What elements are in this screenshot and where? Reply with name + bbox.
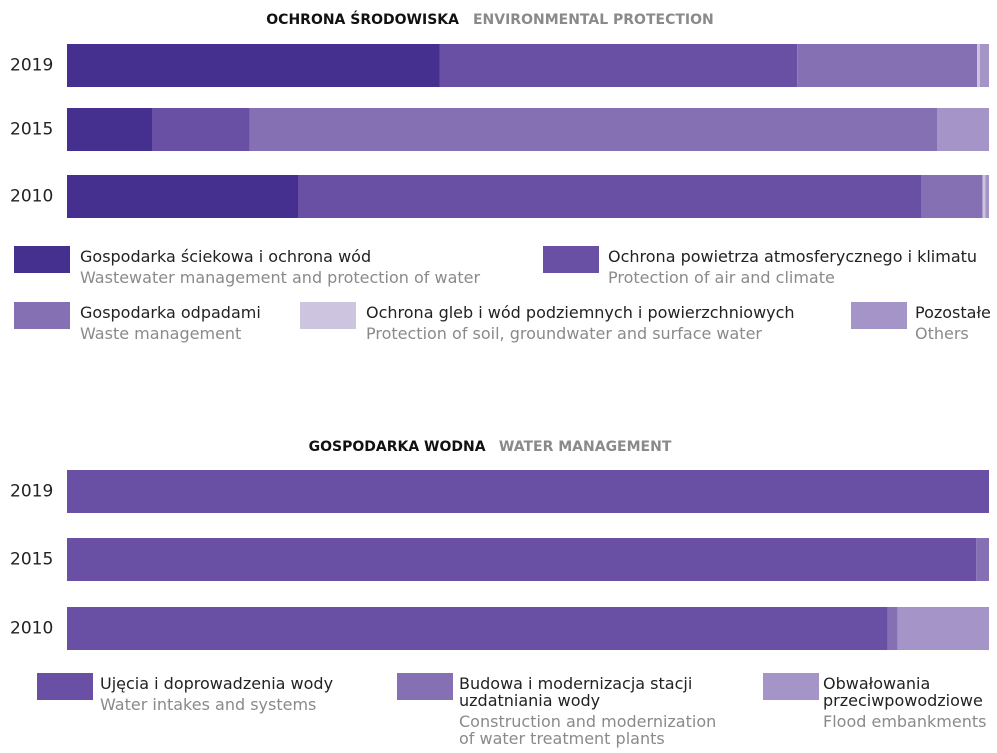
category-label: 2010 [10,187,53,207]
bar-segment [67,538,977,581]
bar-segment [152,108,250,151]
bar-segment [985,175,989,218]
legend-name: Pozostałe [915,303,991,322]
legend-swatch [763,673,819,700]
chart-subtitle: ENVIRONMENTAL PROTECTION [473,12,714,28]
bar-segment [67,470,989,513]
chart-subtitle: WATER MANAGEMENT [499,439,672,455]
category-label: 2010 [10,619,53,639]
legend-text: Budowa i modernizacja stacji uzdatniania… [459,675,734,747]
legend-name: Gospodarka odpadami [80,303,261,322]
legend-name-en: Wastewater management and protection of … [80,268,481,287]
bar-segment [937,108,989,151]
category-label: 2019 [10,482,53,502]
legend-text: Pozostałe Others [915,304,991,342]
legend-swatch [14,246,70,273]
legend-name-en: Waste management [80,324,242,343]
legend-text: Gospodarka odpadami Waste management [80,304,261,342]
legend-text: Ochrona gleb i wód podziemnych i powierz… [366,304,795,342]
chart-title: OCHRONA ŚRODOWISKA [266,10,459,28]
legend-text: Obwałowania przeciwpowodziowe Flood emban… [823,675,995,730]
legend-swatch [851,302,907,329]
legend-name-en: Others [915,324,969,343]
bar-segment [977,44,980,87]
bar-segment [979,44,989,87]
legend-swatch [37,673,93,700]
bar-segment [797,44,978,87]
legend-text: Ochrona powietrza atmosferycznego i klim… [608,248,977,286]
category-label: 2015 [10,120,53,140]
bar-segment [982,175,986,218]
chart-title-group: OCHRONA ŚRODOWISKA ENVIRONMENTAL PROTECTI… [266,10,713,28]
bar-segment [249,108,938,151]
bar-segment [887,607,898,650]
bar-segment [439,44,798,87]
bar-segment [67,175,299,218]
legend-name-en: Construction and modernization of water … [459,712,717,748]
legend-name-en: Protection of air and climate [608,268,835,287]
category-label: 2019 [10,56,53,76]
legend-text: Gospodarka ściekowa i ochrona wód Wastewa… [80,248,480,286]
legend-name: Ujęcia i doprowadzenia wody [100,674,334,693]
bar-segment [976,538,989,581]
legend-name: Gospodarka ściekowa i ochrona wód [80,247,372,266]
category-label: 2015 [10,550,53,570]
legend-name-en: Protection of soil, groundwater and surf… [366,324,762,343]
legend-name-en: Flood embankments [823,712,987,731]
bar-segment [897,607,989,650]
legend-swatch [300,302,356,329]
chart-title: GOSPODARKA WODNA [309,439,486,455]
legend-name-en: Water intakes and systems [100,695,317,714]
bar-segment [67,607,888,650]
legend-swatch [397,673,453,700]
legend-swatch [14,302,70,329]
chart-title-group: GOSPODARKA WODNA WATER MANAGEMENT [309,439,672,455]
legend-name: Budowa i modernizacja stacji uzdatniania… [459,674,693,710]
legend-name: Ochrona gleb i wód podziemnych i powierz… [366,303,795,322]
bar-segment [921,175,983,218]
legend-text: Ujęcia i doprowadzenia wody Water intakes… [100,675,333,713]
bar-segment [67,108,153,151]
legend-swatch [543,246,599,273]
legend-name: Obwałowania przeciwpowodziowe [823,674,983,710]
legend-name: Ochrona powietrza atmosferycznego i klim… [608,247,978,266]
bar-segment [298,175,922,218]
bar-segment [67,44,440,87]
